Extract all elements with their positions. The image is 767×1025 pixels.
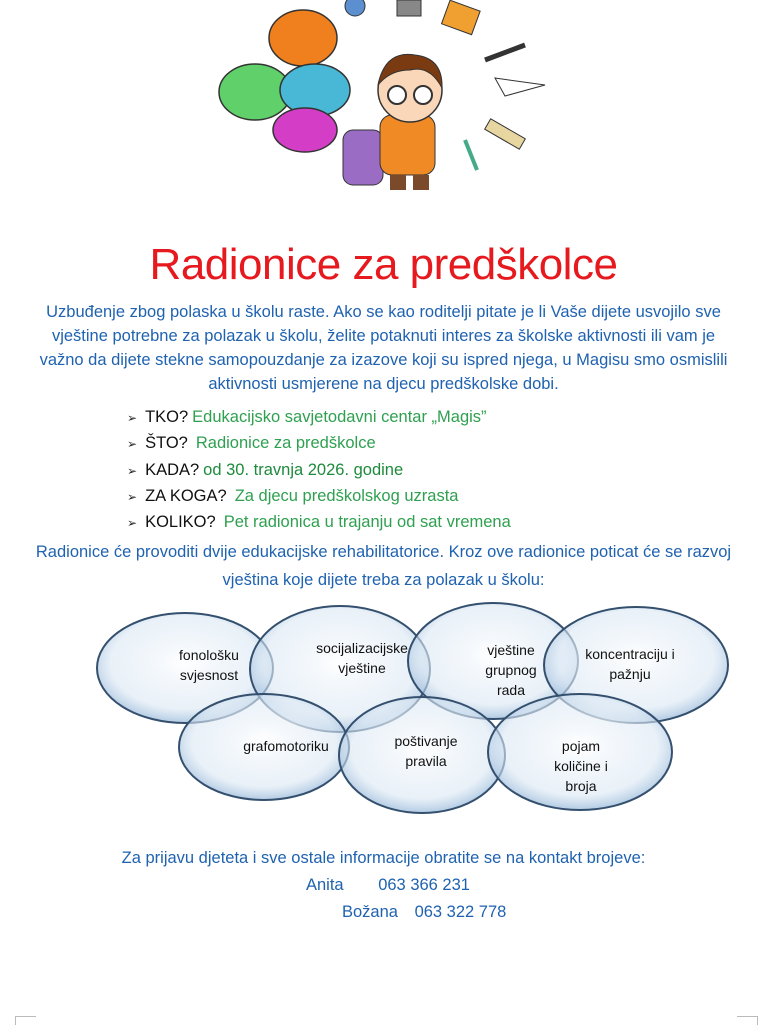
book <box>440 0 481 36</box>
arrow-bullet-icon: ➢ <box>127 463 138 478</box>
contact-anita: Anita 063 366 231 <box>306 872 470 899</box>
detail-question: KADA? <box>145 460 200 479</box>
arrow-bullet-icon: ➢ <box>127 437 138 452</box>
contact-phone[interactable]: 063 322 778 <box>414 903 507 921</box>
balloon-blue <box>279 63 351 117</box>
detail-question: KOLIKO? <box>145 513 216 532</box>
detail-answer: Pet radionica u trajanju od sat vremena <box>223 513 511 532</box>
backpack <box>342 129 384 186</box>
intro-paragraph: Uzbuđenje zbog polaska u školu raste. Ak… <box>39 303 728 393</box>
detail-answer: Radionice za predškolce <box>195 434 376 453</box>
detail-item-who: ➢ TKO? Edukacijsko savjetodavni centar „Ma… <box>127 405 511 431</box>
page-corner-mark <box>737 1016 758 1025</box>
contact-name: Anita <box>306 876 344 894</box>
detail-answer: od 30. travnja 2026. godine <box>203 460 404 479</box>
details-list: ➢ TKO? Edukacijsko savjetodavni centar „Ma… <box>127 405 511 536</box>
alarm-clock <box>344 0 366 17</box>
balloon-orange <box>268 9 338 67</box>
detail-question: ŠTO? <box>145 434 188 453</box>
diploma-scroll <box>483 118 527 150</box>
contact-intro: Za prijavu djeteta i sve ostale informac… <box>121 849 646 867</box>
skill-label: vještine grupnog rada <box>485 642 537 698</box>
page-corner-mark <box>15 1016 36 1025</box>
detail-question: TKO? <box>145 408 189 426</box>
skill-label: grafomotoriku <box>243 738 329 754</box>
arrow-bullet-icon: ➢ <box>127 411 138 425</box>
detail-item-what: ➢ ŠTO? Radionice za predškolce <box>127 431 511 457</box>
schoolchild-illustration <box>218 0 546 190</box>
arrow-bullet-icon: ➢ <box>127 516 138 531</box>
contact-section: Za prijavu djeteta i sve ostale informac… <box>0 845 767 921</box>
calculator <box>396 0 422 17</box>
paper-plane <box>494 77 546 97</box>
skill-ellipse <box>487 693 673 811</box>
skills-diagram: fonološku svjesnost socijalizacijske vje… <box>0 590 767 830</box>
contact-name: Božana <box>342 903 398 921</box>
arrow-bullet-icon: ➢ <box>127 489 138 504</box>
balloon-magenta <box>272 107 338 153</box>
skill-label: fonološku svjesnost <box>179 647 239 683</box>
detail-answer: Za djecu predškolskog uzrasta <box>234 486 459 505</box>
detail-item-how-many: ➢ KOLIKO? Pet radionica u trajanju od sat … <box>127 510 511 536</box>
page-title: Radionice za predškolce <box>149 240 618 289</box>
workshop-description: Radionice će provoditi dvije edukacijske… <box>35 543 732 589</box>
skill-label: socijalizacijske vještine <box>316 640 408 676</box>
detail-answer: Edukacijsko savjetodavni centar „Magis” <box>192 408 487 426</box>
skill-label: poštivanje pravila <box>394 733 458 769</box>
skill-label: pojam količine i broja <box>554 738 608 794</box>
boy-body <box>379 114 436 176</box>
contact-phone[interactable]: 063 366 231 <box>378 876 470 894</box>
contact-bozana: Božana 063 322 778 <box>342 899 506 926</box>
detail-item-when: ➢ KADA? od 30. travnja 2026. godine <box>127 458 511 484</box>
detail-question: ZA KOGA? <box>145 486 227 505</box>
detail-item-for-whom: ➢ ZA KOGA? Za djecu predškolskog uzrasta <box>127 484 511 510</box>
skill-label: koncentraciju i pažnju <box>585 646 675 682</box>
